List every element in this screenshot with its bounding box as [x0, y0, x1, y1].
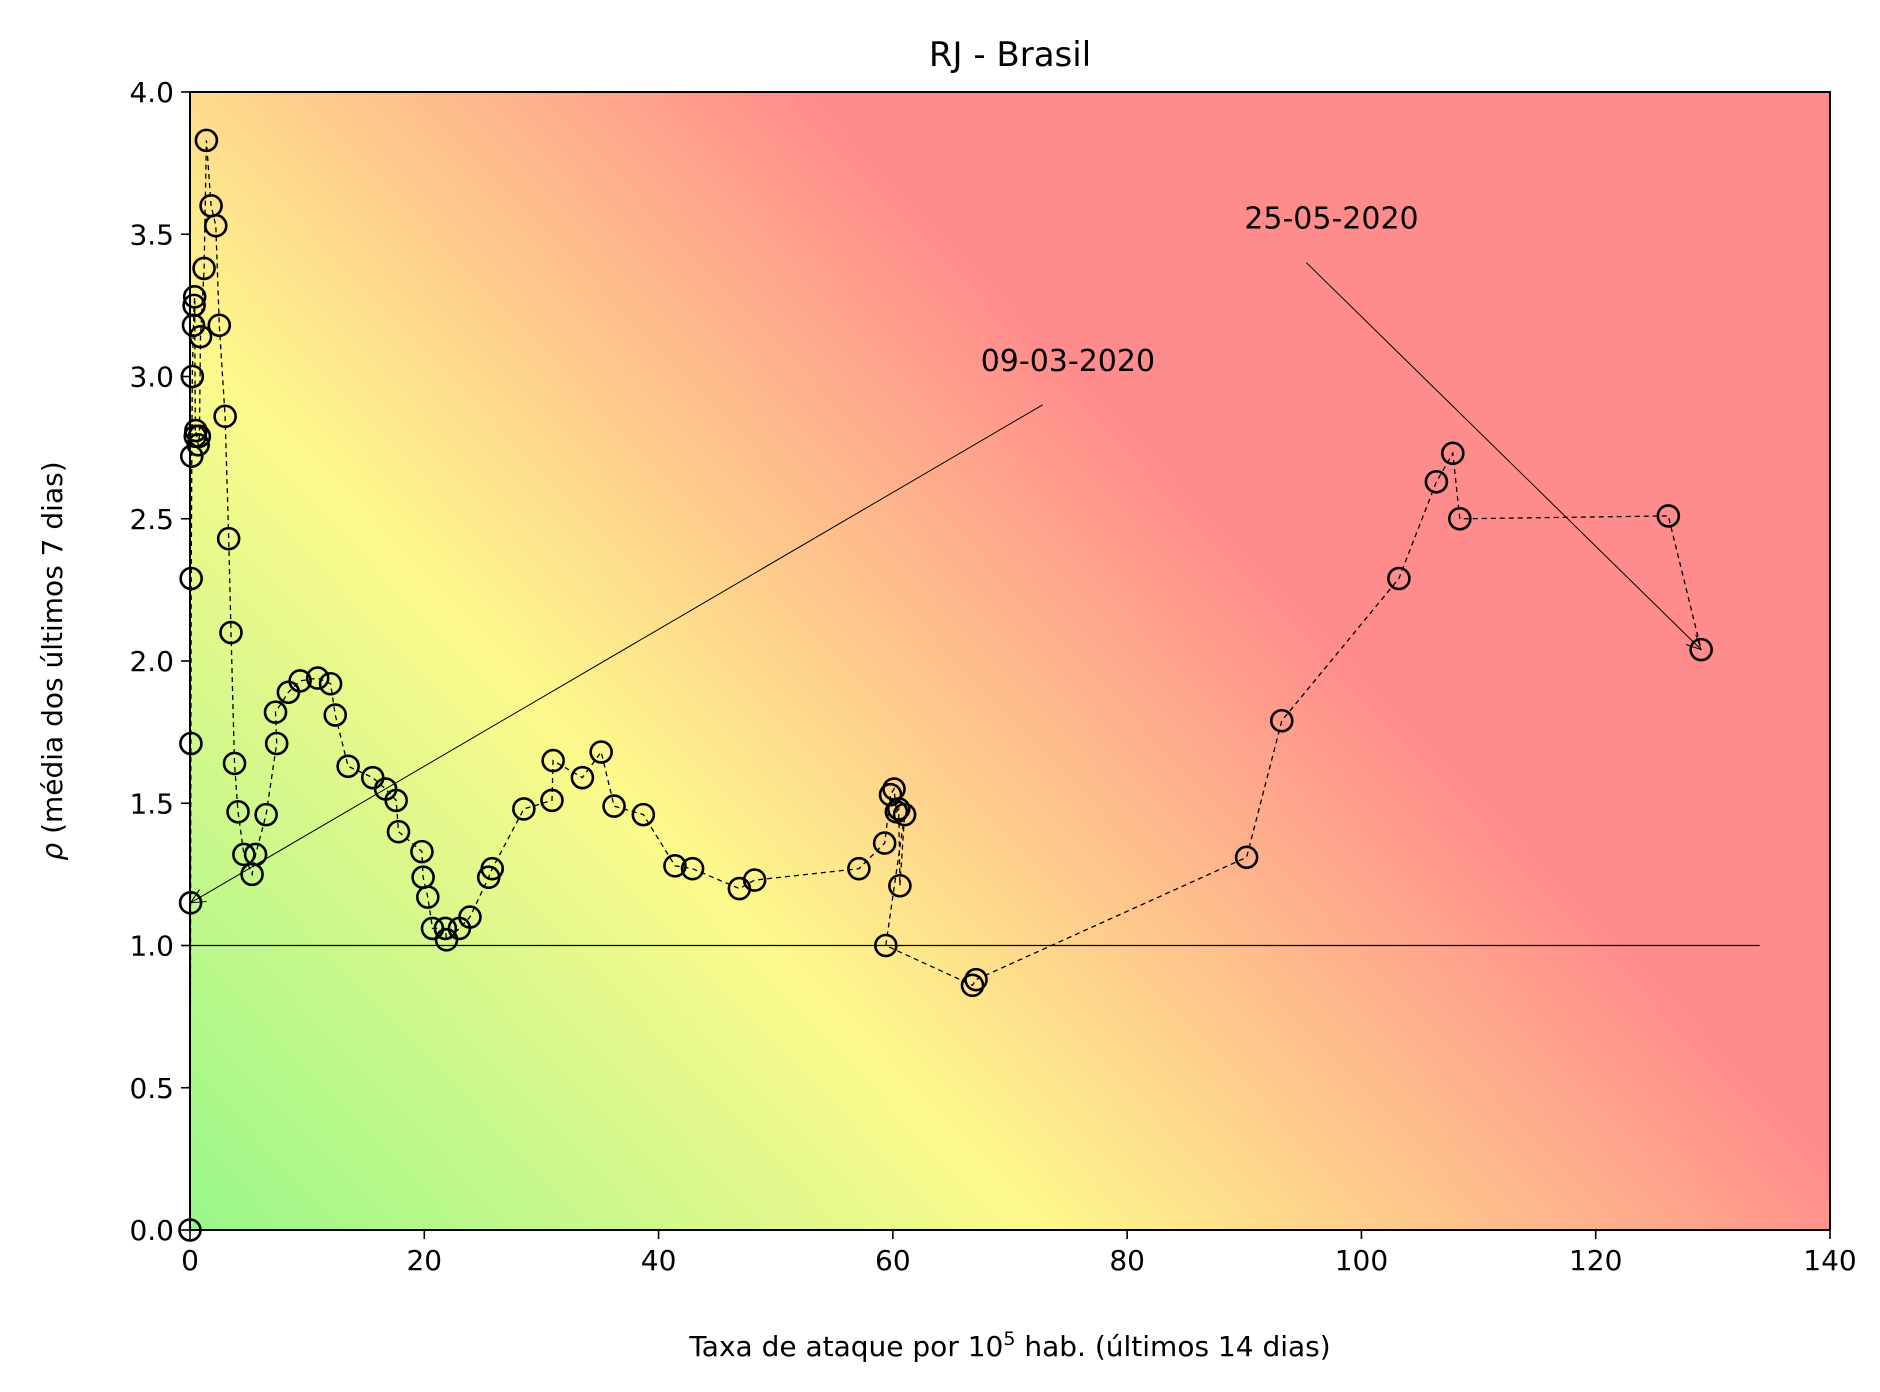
data-point [892, 802, 917, 827]
y-tick-label: 4.0 [129, 76, 174, 109]
data-point [182, 285, 207, 309]
plot-background [190, 92, 1830, 1230]
x-axis-label: Taxa de ataque por 105 hab. (últimos 14 … [688, 1328, 1330, 1363]
data-point [541, 748, 565, 773]
data-point [318, 671, 343, 696]
data-point [226, 799, 250, 824]
marker-layer [178, 128, 1713, 1242]
data-point [680, 856, 705, 881]
data-point [384, 788, 408, 813]
data-point [888, 873, 912, 898]
y-tick-label: 2.0 [129, 645, 174, 678]
data-point [742, 868, 767, 892]
data-point [222, 751, 247, 776]
annotation-label: 25-05-2020 [1244, 202, 1418, 237]
data-point [480, 856, 505, 881]
y-tick-label: 1.5 [129, 787, 174, 820]
annotation-arrowhead [1685, 634, 1702, 651]
data-point [186, 432, 210, 457]
x-tick-label: 60 [875, 1244, 911, 1277]
data-point [254, 802, 278, 827]
x-axis-ticks: 0 20 40 60 80 100 120 140 [181, 1230, 1857, 1277]
x-tick-label: 140 [1803, 1244, 1856, 1277]
data-point [1387, 566, 1411, 591]
data-point [874, 933, 898, 958]
data-point [415, 885, 440, 909]
data-point [433, 916, 458, 941]
data-point [305, 666, 330, 690]
data-point [964, 967, 988, 992]
data-point [878, 782, 903, 807]
y-tick-label: 0.0 [129, 1214, 174, 1247]
x-tick-label: 0 [181, 1244, 199, 1277]
data-point [187, 424, 212, 449]
data-point [570, 765, 595, 790]
data-point [1234, 845, 1259, 870]
x-tick-label: 100 [1335, 1244, 1388, 1277]
data-point [410, 839, 434, 864]
annotation-arrow [1305, 262, 1702, 650]
data-point [602, 794, 626, 818]
data-point [184, 418, 208, 443]
data-point [1441, 441, 1465, 466]
data-point [207, 313, 232, 338]
y-tick-label: 3.0 [129, 361, 174, 394]
y-tick-label: 3.5 [129, 218, 174, 251]
data-point [203, 213, 228, 238]
annotation-arrow [190, 404, 1043, 904]
data-point [1424, 469, 1449, 494]
x-tick-label: 80 [1109, 1244, 1145, 1277]
x-tick-label: 120 [1569, 1244, 1622, 1277]
data-point [263, 700, 288, 725]
data-point [589, 740, 613, 764]
data-point [288, 669, 312, 693]
data-point [219, 620, 243, 645]
data-point [336, 754, 360, 779]
data-point [540, 788, 564, 813]
data-point [458, 905, 482, 929]
data-point [886, 797, 911, 821]
data-point [1656, 504, 1681, 528]
data-point [631, 802, 656, 827]
data-point [264, 731, 289, 756]
data-point [323, 703, 348, 727]
series-line-layer [190, 140, 1702, 1230]
data-point [216, 526, 241, 551]
data-point [192, 256, 216, 281]
data-point [386, 819, 411, 844]
annotation-layer: 09-03-2020 25-05-2020 [189, 202, 1702, 904]
data-point [847, 856, 871, 881]
data-point [213, 404, 237, 429]
data-point [663, 854, 687, 878]
chart-title: RJ - Brasil [929, 35, 1091, 75]
y-axis-ticks: 0.0 0.5 1.0 1.5 2.0 2.5 3.0 3.5 4.0 [129, 76, 190, 1247]
y-axis-label: ρ (média dos últimos 7 dias) [36, 461, 69, 860]
y-tick-label: 0.5 [129, 1072, 174, 1105]
y-tick-label: 1.0 [129, 930, 174, 963]
x-tick-label: 20 [406, 1244, 442, 1277]
data-point [1689, 637, 1713, 662]
data-point [179, 566, 203, 591]
data-point [182, 293, 206, 318]
data-point [1448, 506, 1472, 531]
annotation-label: 09-03-2020 [981, 344, 1155, 379]
data-point [1269, 708, 1294, 733]
data-point [512, 797, 536, 821]
data-point [232, 842, 256, 867]
data-point [872, 831, 897, 855]
y-tick-label: 2.5 [129, 503, 174, 536]
data-point [420, 916, 445, 941]
data-point [960, 973, 985, 998]
series-line [190, 140, 1702, 1230]
x-tick-label: 40 [641, 1244, 677, 1277]
data-point [194, 128, 219, 153]
